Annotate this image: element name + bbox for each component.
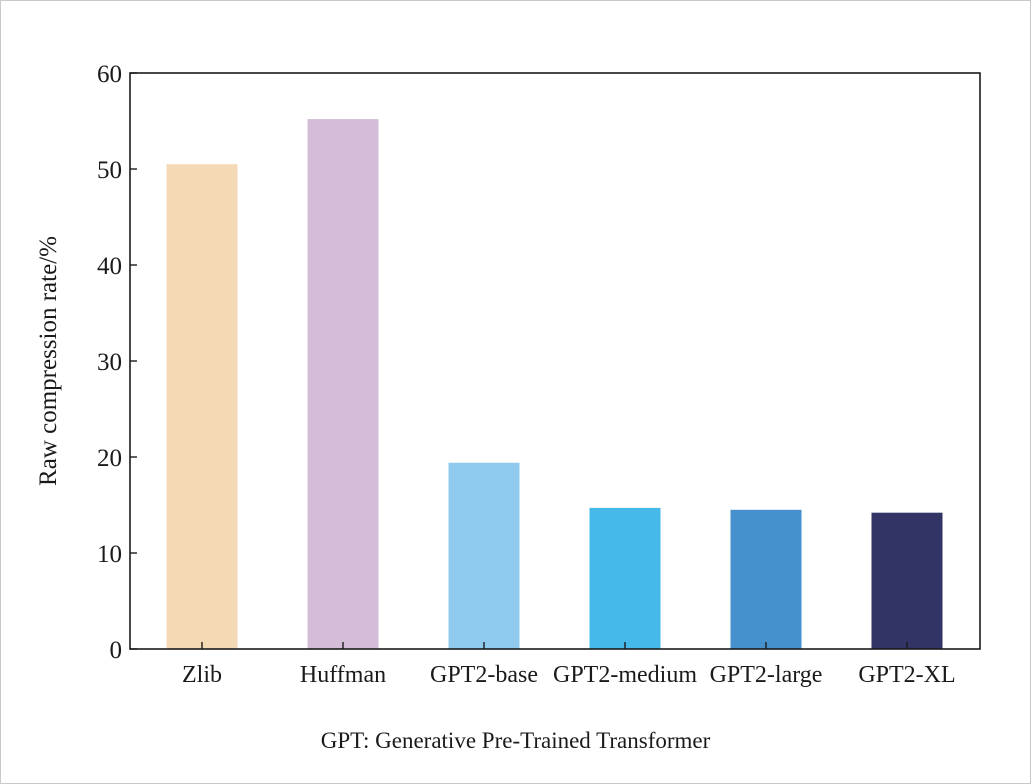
y-tick-label: 40 xyxy=(97,253,122,280)
bar-gpt2-xl xyxy=(871,512,943,649)
x-tick-label: GPT2-base xyxy=(430,662,538,688)
bars-group xyxy=(166,119,943,649)
y-axis-label: Raw compression rate/% xyxy=(35,236,62,486)
bar-zlib xyxy=(166,164,238,649)
x-tick-label: GPT2-large xyxy=(710,662,823,688)
plot-area-frame xyxy=(129,72,981,650)
x-tick-label: GPT2-medium xyxy=(553,662,697,688)
bar-huffman xyxy=(307,119,379,649)
x-tick-label: GPT2-XL xyxy=(858,662,955,688)
y-tick-label: 50 xyxy=(97,157,122,184)
y-tick-label: 30 xyxy=(97,349,122,376)
bar-gpt2-base xyxy=(448,462,520,649)
bar-gpt2-large xyxy=(730,509,802,649)
y-tick-label: 10 xyxy=(97,541,122,568)
y-tick-label: 0 xyxy=(110,637,123,664)
bar-chart: 0 10 20 30 40 50 60 Zlib Huffman GPT2-base GPT2-m… xyxy=(35,61,981,688)
x-tick-label: Zlib xyxy=(182,662,222,688)
y-tick-label: 20 xyxy=(97,445,122,472)
x-axis-ticks: Zlib Huffman GPT2-base GPT2-medium GPT2-larg… xyxy=(182,642,956,688)
figure-caption: GPT: Generative Pre-Trained Transformer xyxy=(320,728,711,753)
y-tick-label: 60 xyxy=(97,61,122,88)
bar-gpt2-medium xyxy=(589,507,661,649)
x-tick-label: Huffman xyxy=(300,662,386,688)
y-axis-ticks: 0 10 20 30 40 50 60 xyxy=(97,61,137,664)
